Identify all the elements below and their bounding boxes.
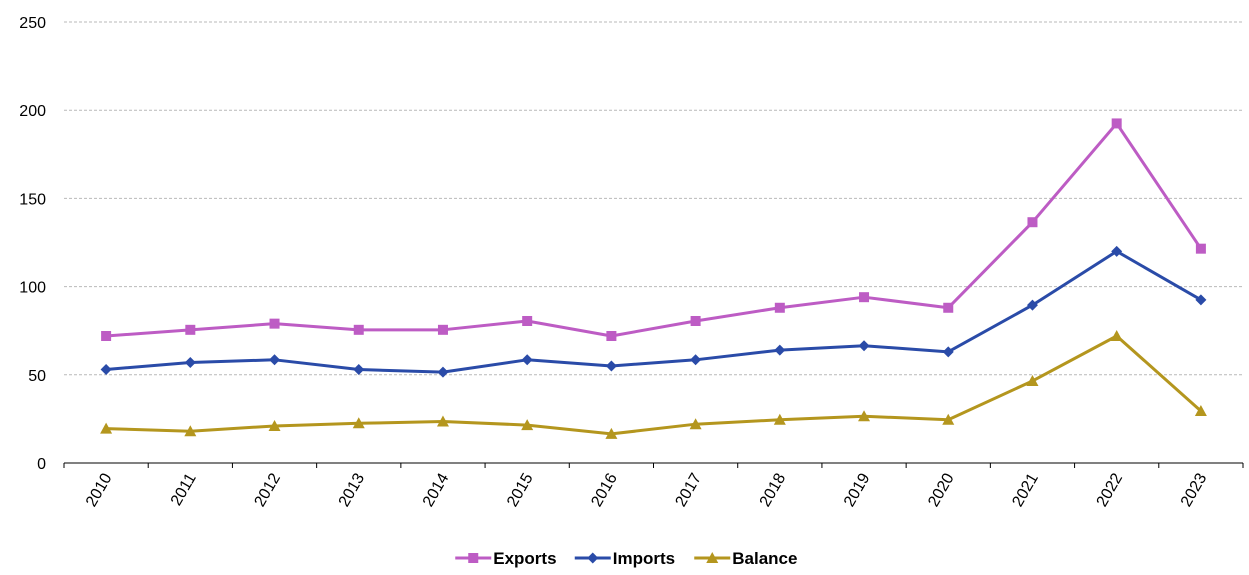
balance-point [1110,329,1123,341]
balance-point [1026,374,1039,386]
balance-point [942,413,955,425]
exports-point [606,330,617,341]
x-tick-label: 2013 [336,470,369,509]
exports-point [185,324,196,335]
legend-exports-marker [468,553,479,563]
imports-point [184,356,196,368]
y-tick-label: 100 [19,280,46,297]
imports-point [437,366,449,378]
balance-point [100,422,113,434]
legend-balance-marker [706,552,719,563]
x-tick-label: 2015 [504,470,537,509]
exports-point [353,324,364,335]
y-tick-label: 250 [19,15,46,32]
legend-exports-label: Exports [493,549,556,568]
imports-point [774,344,786,356]
x-tick-label: 2019 [841,470,874,509]
balance-point [521,419,534,431]
series-exports [101,118,1206,341]
x-tick-label: 2011 [168,470,200,508]
legend-item-imports: Imports [574,549,675,568]
exports-point [269,318,280,329]
imports-point [1026,299,1038,311]
x-tick-label: 2016 [588,470,621,509]
exports-point [522,315,533,326]
balance-point [1194,404,1207,416]
y-axis: 0 50 100 150 200 250 [19,15,46,473]
exports-line [105,121,1203,338]
exports-point [101,330,112,341]
imports-point [353,364,365,376]
y-tick-label: 200 [19,103,46,120]
legend-balance-label: Balance [732,549,797,568]
exports-point [690,315,701,326]
legend-imports-label: Imports [613,549,675,568]
balance-point [436,415,449,427]
legend-imports-marker [587,552,599,564]
y-tick-label: 50 [28,368,46,385]
imports-point [690,354,702,366]
imports-point [605,360,617,372]
x-tick-label: 2014 [420,470,453,509]
x-tick-label: 2020 [925,470,958,509]
exports-point [943,302,954,313]
x-tick-label: 2022 [1094,470,1127,509]
balance-point [858,410,871,422]
x-tick-label: 2012 [251,470,284,509]
balance-point [352,417,365,429]
y-tick-label: 0 [37,456,46,473]
x-tick-label: 2010 [83,470,116,509]
x-tick-label: 2017 [673,470,706,509]
imports-line [105,249,1202,374]
imports-point [269,354,281,366]
series-balance [100,329,1207,439]
x-axis: 2010 2011 2012 2013 2014 2015 2016 2017 2018 2019… [63,462,1244,510]
exports-point [859,292,870,303]
balance-point [184,425,197,437]
exports-point [774,302,785,313]
x-tick-label: 2018 [757,470,790,509]
balance-line [106,334,1202,436]
legend-item-exports: Exports [455,549,557,568]
balance-point [605,427,618,439]
imports-point [942,346,954,358]
gridlines [64,21,1243,376]
x-tick-label: 2023 [1178,470,1211,509]
imports-point [100,364,112,376]
imports-point [858,340,870,352]
x-tick-label: 2021 [1009,470,1042,509]
balance-point [268,419,281,431]
exports-point [437,324,448,335]
imports-point [1111,245,1123,257]
exports-point [1111,118,1122,129]
balance-point [773,413,786,425]
legend: Exports Imports Balance [455,549,797,568]
imports-point [1195,294,1207,306]
imports-point [521,354,533,366]
series-imports [100,245,1207,378]
exports-point [1027,217,1038,228]
y-tick-label: 150 [19,191,46,208]
balance-point [689,418,702,430]
series-layer [100,118,1207,439]
legend-item-balance: Balance [694,549,797,568]
exports-point [1195,243,1206,254]
